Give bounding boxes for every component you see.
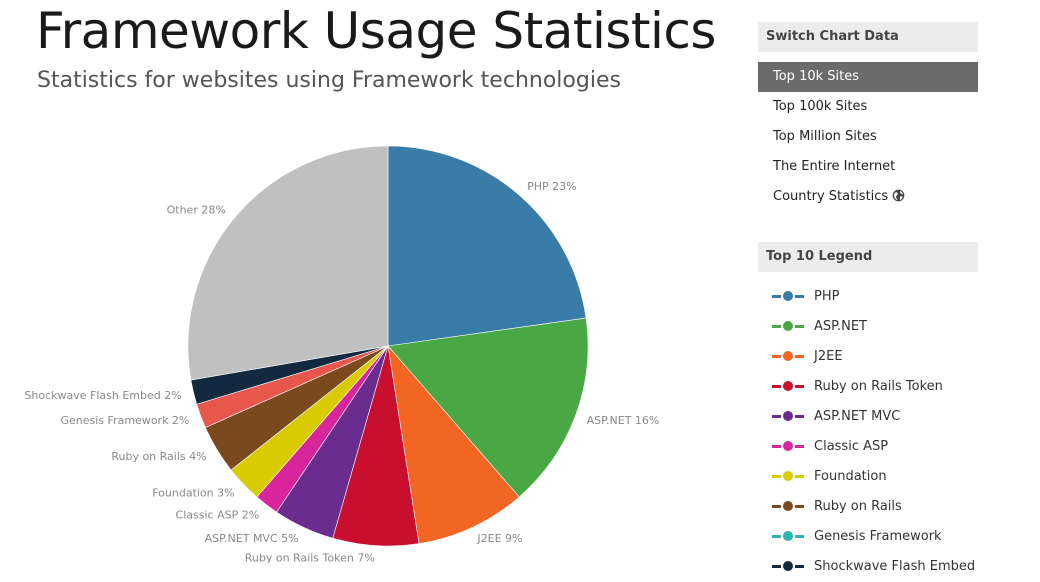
pie-slice[interactable] bbox=[387, 145, 587, 347]
option-entire-internet[interactable]: The Entire Internet bbox=[773, 159, 896, 174]
sidebar: Switch Chart Data Top 10k Sites Top 100k… bbox=[758, 22, 978, 582]
legend-swatch-icon bbox=[772, 471, 804, 481]
country-statistics-label: Country Statistics bbox=[773, 189, 889, 204]
legend-label: J2EE bbox=[814, 349, 843, 364]
legend-item[interactable]: ASP.NET bbox=[758, 312, 978, 342]
legend-swatch-icon bbox=[772, 291, 804, 301]
pie-slice[interactable] bbox=[187, 145, 389, 381]
option-country-statistics[interactable]: Country Statistics bbox=[758, 182, 978, 212]
legend-swatch-icon bbox=[772, 441, 804, 451]
slice-label: ASP.NET 16% bbox=[587, 414, 660, 427]
switch-chart-data-header: Switch Chart Data bbox=[758, 22, 978, 52]
legend-item[interactable]: PHP bbox=[758, 282, 978, 312]
slice-label: J2EE 9% bbox=[476, 532, 522, 545]
pie-slice[interactable] bbox=[387, 345, 520, 544]
page-subtitle: Statistics for websites using Framework … bbox=[37, 68, 621, 93]
legend-swatch-icon bbox=[772, 411, 804, 421]
legend-item[interactable]: J2EE bbox=[758, 342, 978, 372]
legend-label: PHP bbox=[814, 289, 840, 304]
legend-label: Foundation bbox=[814, 469, 887, 484]
legend-swatch-icon bbox=[772, 381, 804, 391]
pie-chart-area: PHP 23% ASP.NET 16% J2EE 9% Ruby on Rails T… bbox=[0, 100, 730, 563]
legend-item[interactable]: Ruby on Rails Token bbox=[758, 372, 978, 402]
option-top-10k-sites[interactable]: Top 10k Sites bbox=[758, 62, 978, 92]
pie-slice[interactable] bbox=[387, 317, 589, 498]
legend-label: Shockwave Flash Embed bbox=[814, 559, 976, 574]
slice-label: Genesis Framework 2% bbox=[61, 414, 190, 427]
legend-swatch-icon bbox=[772, 351, 804, 361]
legend-item[interactable]: Genesis Framework bbox=[758, 522, 978, 552]
legend-label: Ruby on Rails Token bbox=[814, 379, 943, 394]
legend-item[interactable]: Ruby on Rails bbox=[758, 492, 978, 522]
legend-label: ASP.NET MVC bbox=[814, 409, 901, 424]
legend-header: Top 10 Legend bbox=[758, 242, 978, 272]
slice-label: Ruby on Rails Token 7% bbox=[245, 552, 375, 563]
option-top-100k-sites[interactable]: Top 100k Sites bbox=[773, 99, 868, 114]
legend-item[interactable]: ASP.NET MVC bbox=[758, 402, 978, 432]
page-title: Framework Usage Statistics bbox=[36, 2, 716, 60]
option-top-million-sites[interactable]: Top Million Sites bbox=[773, 129, 877, 144]
slice-label: Other 28% bbox=[167, 203, 226, 216]
switch-chart-data-panel: Switch Chart Data Top 10k Sites Top 100k… bbox=[758, 22, 978, 212]
slice-label: Foundation 3% bbox=[152, 486, 234, 499]
legend-label: Genesis Framework bbox=[814, 529, 942, 544]
legend-label: Ruby on Rails bbox=[814, 499, 902, 514]
globe-icon bbox=[892, 184, 905, 202]
legend-item[interactable]: Foundation bbox=[758, 462, 978, 492]
chart-data-options: Top 10k Sites Top 100k Sites Top Million… bbox=[758, 62, 978, 212]
legend-panel: Top 10 Legend PHP ASP.NET J2EE Ruby on Rail… bbox=[758, 242, 978, 582]
legend-item[interactable]: Classic ASP bbox=[758, 432, 978, 462]
legend-item[interactable]: Shockwave Flash Embed bbox=[758, 552, 978, 582]
pie-chart: PHP 23% ASP.NET 16% J2EE 9% Ruby on Rails T… bbox=[24, 145, 660, 563]
slice-label: Shockwave Flash Embed 2% bbox=[24, 389, 181, 402]
legend-label: Classic ASP bbox=[814, 439, 889, 454]
slice-label: ASP.NET MVC 5% bbox=[205, 532, 299, 545]
legend-swatch-icon bbox=[772, 531, 804, 541]
legend-swatch-icon bbox=[772, 321, 804, 331]
legend-label: ASP.NET bbox=[814, 319, 867, 334]
legend-swatch-icon bbox=[772, 501, 804, 511]
slice-label: PHP 23% bbox=[527, 180, 576, 193]
legend-list: PHP ASP.NET J2EE Ruby on Rails Token ASP.NET… bbox=[758, 282, 978, 582]
slice-label: Classic ASP 2% bbox=[176, 508, 260, 521]
slice-label: Ruby on Rails 4% bbox=[111, 450, 206, 463]
